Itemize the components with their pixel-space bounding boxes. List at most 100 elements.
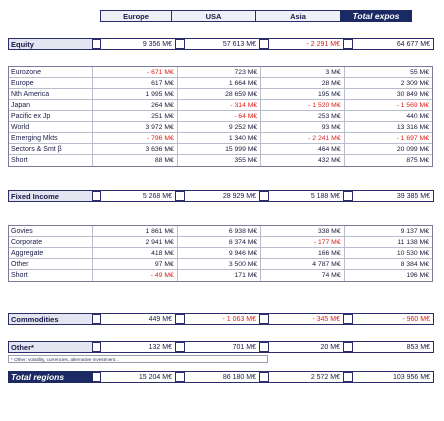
row-label: Japan xyxy=(9,100,94,110)
section-value-asia: 2 572 M€ xyxy=(268,371,344,383)
row-value-usa: - 314 M€ xyxy=(184,100,262,110)
section-value-europe: 132 M€ xyxy=(100,341,176,353)
section-label: Other* xyxy=(8,341,93,353)
row-label: Emerging Mkts xyxy=(9,133,94,143)
row-value-europe: 251 M€ xyxy=(100,111,178,121)
row-value-asia: 93 M€ xyxy=(267,122,345,132)
row-value-asia: 3 M€ xyxy=(267,67,345,77)
fixed-income-breakdown-table: Govies 1 861 M€ 6 938 M€ 338 M€ 9 137 M€ Corp… xyxy=(8,225,433,282)
section-value-asia: - 2 291 M€ xyxy=(268,38,344,50)
row-value-asia: 166 M€ xyxy=(267,248,345,258)
section-value-europe: 9 356 M€ xyxy=(100,38,176,50)
table-row: World 3 972 M€ 9 252 M€ 93 M€ 13 316 M€ xyxy=(9,122,432,133)
row-value-asia: 4 787 M€ xyxy=(267,259,345,269)
row-value-total: 9 137 M€ xyxy=(400,227,429,235)
section-value-usa: 57 613 M€ xyxy=(184,38,260,50)
row-value-asia: 253 M€ xyxy=(267,111,345,121)
section-label: Total regions xyxy=(8,371,93,383)
row-value-total: 20 099 M€ xyxy=(396,145,429,153)
row-value-usa: 9 946 M€ xyxy=(184,248,262,258)
equity-breakdown-table: Eurozone - 671 M€ 723 M€ 3 M€ 55 M€ Europe 617… xyxy=(8,66,433,167)
section-values: 5 268 M€ 28 929 M€ 5 188 M€ 39 385 M€ xyxy=(100,190,434,202)
row-value-asia: 28 M€ xyxy=(267,78,345,88)
row-value-europe: 2 941 M€ xyxy=(100,237,178,247)
table-row: Pacific ex Jp 251 M€ - 64 M€ 253 M€ 440 M€ xyxy=(9,111,432,122)
section-value-usa: - 1 063 M€ xyxy=(184,313,260,325)
row-value-total: 196 M€ xyxy=(406,272,429,279)
row-value-europe: 418 M€ xyxy=(100,248,178,258)
row-value-usa: 1 664 M€ xyxy=(184,78,262,88)
row-value-usa: 171 M€ xyxy=(184,270,262,281)
section-value-usa: 28 929 M€ xyxy=(184,190,260,202)
row-value-europe: - 796 M€ xyxy=(100,133,178,143)
section-value-europe: 5 268 M€ xyxy=(100,190,176,202)
section-value-europe: 449 M€ xyxy=(100,313,176,325)
row-label: Pacific ex Jp xyxy=(9,111,94,121)
row-value-europe: - 671 M€ xyxy=(100,67,178,77)
row-value-asia: - 1 520 M€ xyxy=(267,100,345,110)
row-label: Europe xyxy=(9,78,94,88)
section-value-total: - 960 M€ xyxy=(352,313,434,325)
section-value-total: 39 385 M€ xyxy=(352,190,434,202)
section-value-usa: 701 M€ xyxy=(184,341,260,353)
row-value-total: - 1 569 M€ xyxy=(396,101,430,109)
row-label: Aggregate xyxy=(9,248,94,258)
row-value-usa: 8 374 M€ xyxy=(184,237,262,247)
row-label: Nth America xyxy=(9,89,94,99)
row-value-europe: - 49 M€ xyxy=(100,270,178,281)
section-value-total: 103 956 M€ xyxy=(352,371,434,383)
row-value-usa: 6 938 M€ xyxy=(184,226,262,236)
section-value-europe: 15 204 M€ xyxy=(100,371,176,383)
column-header-asia: Asia xyxy=(255,10,341,22)
row-value-europe: 264 M€ xyxy=(100,100,178,110)
row-value-europe: 617 M€ xyxy=(100,78,178,88)
row-value-europe: 97 M€ xyxy=(100,259,178,269)
row-label: World xyxy=(9,122,94,132)
row-value-europe: 1 995 M€ xyxy=(100,89,178,99)
row-value-total: 55 M€ xyxy=(410,68,429,76)
table-row: Short - 49 M€ 171 M€ 74 M€ 196 M€ xyxy=(9,270,432,281)
footnote: * Other: volatility, currencies, alterna… xyxy=(8,355,268,363)
row-value-asia: - 177 M€ xyxy=(267,237,345,247)
table-row: Japan 264 M€ - 314 M€ - 1 520 M€ - 1 569 M€ xyxy=(9,100,432,111)
row-value-europe: 1 861 M€ xyxy=(100,226,178,236)
table-row: Emerging Mkts - 796 M€ 1 340 M€ - 2 241 M€ -… xyxy=(9,133,432,144)
row-value-asia: 338 M€ xyxy=(267,226,345,236)
row-value-europe: 3 636 M€ xyxy=(100,144,178,154)
row-value-total: 875 M€ xyxy=(406,157,429,164)
row-label: Other xyxy=(9,259,94,269)
table-row: Europe 617 M€ 1 664 M€ 28 M€ 2 309 M€ xyxy=(9,78,432,89)
row-value-usa: 28 659 M€ xyxy=(184,89,262,99)
row-value-europe: 88 M€ xyxy=(100,155,178,166)
row-value-total: 30 849 M€ xyxy=(396,90,429,98)
section-value-total: 64 677 M€ xyxy=(352,38,434,50)
row-value-asia: - 2 241 M€ xyxy=(267,133,345,143)
table-row: Aggregate 418 M€ 9 946 M€ 166 M€ 10 530 M€ xyxy=(9,248,432,259)
section-value-asia: - 345 M€ xyxy=(268,313,344,325)
row-value-total: 10 530 M€ xyxy=(396,249,429,257)
row-value-total: 2 309 M€ xyxy=(400,79,429,87)
row-value-usa: 723 M€ xyxy=(184,67,262,77)
section-label: Equity xyxy=(8,38,93,50)
column-header-total-expos: Total expos xyxy=(340,10,412,22)
section-values: 15 204 M€ 86 180 M€ 2 572 M€ 103 956 M€ xyxy=(100,371,434,383)
section-value-asia: 20 M€ xyxy=(268,341,344,353)
column-header-usa: USA xyxy=(171,10,256,22)
table-row: Eurozone - 671 M€ 723 M€ 3 M€ 55 M€ xyxy=(9,67,432,78)
row-label: Govies xyxy=(9,226,94,236)
section-label: Commodities xyxy=(8,313,93,325)
row-value-usa: 3 500 M€ xyxy=(184,259,262,269)
row-value-total: 11 138 M€ xyxy=(397,238,429,246)
table-row: Sectors & Smt β 3 636 M€ 15 999 M€ 464 M€ 20… xyxy=(9,144,432,155)
row-value-asia: 74 M€ xyxy=(267,270,345,281)
section-values: 449 M€ - 1 063 M€ - 345 M€ - 960 M€ xyxy=(100,313,434,325)
section-values: 9 356 M€ 57 613 M€ - 2 291 M€ 64 677 M€ xyxy=(100,38,434,50)
table-row: Nth America 1 995 M€ 28 659 M€ 195 M€ 30 849… xyxy=(9,89,432,100)
table-row: Short 88 M€ 355 M€ 432 M€ 875 M€ xyxy=(9,155,432,166)
row-value-usa: 1 340 M€ xyxy=(184,133,262,143)
table-row: Corporate 2 941 M€ 8 374 M€ - 177 M€ 11 138 … xyxy=(9,237,432,248)
table-row: Other 97 M€ 3 500 M€ 4 787 M€ 8 384 M€ xyxy=(9,259,432,270)
row-label: Eurozone xyxy=(9,67,94,77)
section-value-usa: 86 180 M€ xyxy=(184,371,260,383)
row-label: Short xyxy=(9,155,94,166)
